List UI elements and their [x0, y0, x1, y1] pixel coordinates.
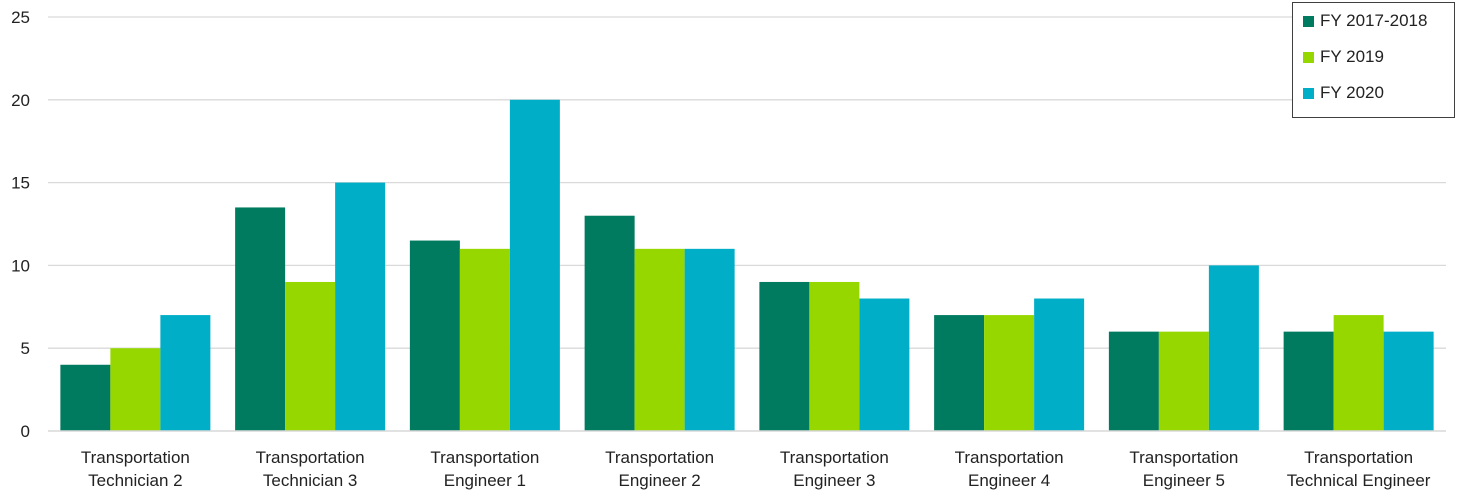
legend-item-fy2017-2018: FY 2017-2018 — [1293, 3, 1454, 39]
x-axis: Transportation Technician 2 Transportation… — [48, 430, 1446, 490]
bar — [409, 240, 460, 431]
y-tick-label: 5 — [21, 339, 30, 358]
bar — [1108, 331, 1159, 431]
bar — [60, 364, 111, 431]
legend-swatch-fy2017-2018 — [1303, 15, 1314, 27]
y-tick-label: 15 — [11, 174, 30, 193]
bar — [160, 315, 211, 431]
bar — [1283, 331, 1334, 431]
bar — [634, 248, 685, 431]
legend: FY 2017-2018 FY 2019 FY 2020 — [1292, 2, 1455, 118]
x-tick-label: Transportation Engineer 3 — [780, 448, 889, 490]
x-tick-label: Transportation Technical Engineer — [1287, 448, 1431, 490]
x-tick-label: Transportation Engineer 5 — [1129, 448, 1238, 490]
bar — [584, 215, 635, 431]
bar — [335, 182, 386, 431]
bar — [1208, 265, 1259, 431]
bar — [1034, 298, 1085, 431]
legend-swatch-fy2019 — [1303, 51, 1314, 63]
bar — [285, 281, 336, 431]
y-tick-label: 25 — [11, 8, 30, 27]
legend-item-fy2019: FY 2019 — [1293, 39, 1454, 75]
y-tick-label: 0 — [21, 422, 30, 441]
bar — [1333, 315, 1384, 431]
y-tick-label: 10 — [11, 256, 30, 275]
bar — [110, 348, 161, 431]
bar — [1383, 331, 1434, 431]
x-tick-label: Transportation Technician 2 — [81, 448, 190, 490]
bar — [934, 315, 985, 431]
bar — [459, 248, 510, 431]
bar — [1158, 331, 1209, 431]
legend-label: FY 2017-2018 — [1320, 11, 1428, 30]
legend-label: FY 2019 — [1320, 47, 1384, 66]
bar — [509, 99, 560, 432]
legend-item-fy2020: FY 2020 — [1293, 75, 1454, 111]
bar — [809, 281, 860, 431]
y-tick-label: 20 — [11, 91, 30, 110]
x-tick-label: Transportation Engineer 2 — [605, 448, 714, 490]
bar — [235, 207, 286, 431]
bars — [60, 99, 1434, 432]
x-tick-label: Transportation Engineer 1 — [430, 448, 539, 490]
bar — [684, 248, 735, 431]
y-axis: 0 5 10 15 20 25 — [11, 8, 30, 441]
bar — [859, 298, 910, 431]
legend-label: FY 2020 — [1320, 83, 1384, 102]
x-tick-label: Transportation Engineer 4 — [955, 448, 1064, 490]
x-tick-label: Transportation Technician 3 — [256, 448, 365, 490]
legend-swatch-fy2020 — [1303, 87, 1314, 99]
bar — [984, 315, 1035, 431]
bar — [759, 281, 810, 431]
